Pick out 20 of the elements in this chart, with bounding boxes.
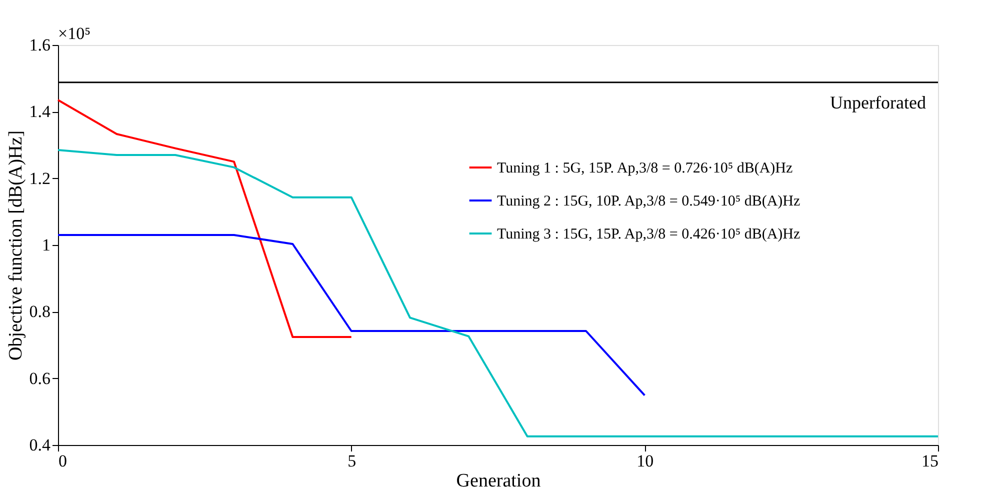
x-tick-label: 10	[636, 452, 654, 470]
y-axis-title: Objective function [dB(A)Hz]	[5, 130, 26, 361]
ref-line-label: Unperforated	[830, 92, 926, 112]
y-tick-label: 0.4	[29, 436, 51, 454]
line-series	[57, 149, 939, 438]
y-tick-label: 0.6	[29, 368, 50, 388]
text: ×10⁵	[58, 24, 91, 43]
legend-label: Tuning 3 : 15G, 15P. Ap,3/8 = 0.426·10⁵ dB(A)Hz	[497, 226, 800, 242]
legend-label: Tuning 2 : 15G, 10P. Ap,3/8 = 0.549·10⁵ dB(A)Hz	[497, 194, 800, 210]
y-tick-label: 0.8	[29, 302, 50, 322]
y-tick-label: 1.2	[29, 168, 50, 188]
legend-label: Tuning 1 : 5G, 15P. Ap,3/8 = 0.726·10⁵ dB(A)Hz	[497, 160, 793, 176]
x-axis-title: Generation	[456, 470, 542, 492]
x-tick-label: 5	[348, 452, 356, 470]
y-tick-label: 1.4	[29, 102, 51, 122]
x-tick-label: 15	[922, 452, 938, 470]
y-tick-label: 1.6	[29, 36, 50, 54]
x-tick-label: 0	[58, 452, 67, 470]
y-tick-label: 1	[42, 236, 50, 254]
line-series	[57, 99, 352, 338]
